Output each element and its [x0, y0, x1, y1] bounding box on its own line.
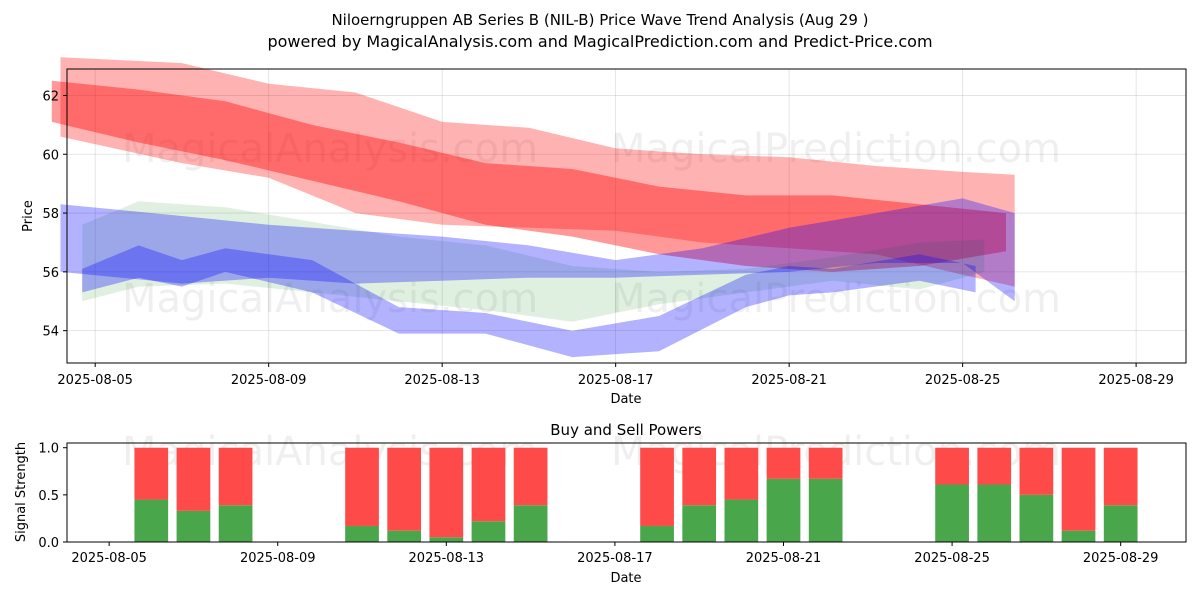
sell-bar	[218, 447, 253, 506]
bottom-chart-title: Buy and Sell Powers	[550, 421, 702, 439]
chart-subtitle: powered by MagicalAnalysis.com and Magic…	[267, 32, 932, 51]
top-watermarks: MagicalAnalysis.com MagicalPrediction.co…	[122, 126, 1061, 322]
buy-bar	[724, 499, 759, 542]
top-x-tick-label: 2025-08-21	[751, 373, 827, 388]
sell-bar	[471, 447, 506, 522]
sell-bar	[766, 447, 801, 479]
bottom-x-tick-label: 2025-08-09	[240, 551, 316, 566]
sell-bar	[176, 447, 211, 511]
bottom-y-tick-label: 1.0	[38, 442, 59, 457]
sell-bar	[429, 447, 464, 538]
top-y-axis-label: Price	[21, 200, 36, 232]
bottom-x-axis-label: Date	[610, 571, 641, 586]
chart-title: Niloerngruppen AB Series B (NIL-B) Price…	[331, 11, 868, 29]
wave-band-1	[51, 80, 1007, 272]
top-x-ticks: 2025-08-05 2025-08-09 2025-08-13 2025-08-17…	[57, 363, 1174, 388]
sell-bar	[1103, 447, 1138, 506]
top-x-tick-label: 2025-08-25	[925, 373, 1001, 388]
bottom-x-tick-label: 2025-08-29	[1083, 551, 1159, 566]
bottom-bars	[134, 447, 1138, 542]
buy-bar	[808, 478, 843, 542]
bottom-y-tick-label: 0.0	[38, 536, 59, 551]
sell-bar	[345, 447, 379, 526]
sell-bar	[134, 447, 169, 500]
top-watermark-4: MagicalPrediction.com	[611, 276, 1061, 322]
buy-bar	[513, 505, 548, 542]
buy-bar	[134, 499, 169, 542]
wave-band-0	[60, 57, 1015, 287]
top-y-tick-label: 54	[42, 325, 59, 340]
sell-bar	[808, 447, 843, 479]
top-plot-background	[67, 69, 1186, 363]
wave-band-4	[82, 245, 976, 358]
buy-bar	[1019, 494, 1054, 542]
top-watermark-3: MagicalAnalysis.com	[122, 276, 538, 322]
bottom-x-tick-label: 2025-08-05	[71, 551, 147, 566]
top-y-tick-label: 60	[42, 148, 59, 163]
buy-bar	[682, 505, 717, 542]
top-watermark-1: MagicalAnalysis.com	[122, 126, 538, 172]
top-y-tick-label: 62	[42, 89, 59, 104]
buy-bar	[218, 505, 253, 542]
top-grid	[67, 69, 1186, 363]
buy-bar	[1061, 530, 1096, 542]
bottom-y-axis-label: Signal Strength	[14, 442, 29, 542]
top-x-tick-label: 2025-08-29	[1098, 373, 1174, 388]
bottom-x-tick-label: 2025-08-13	[409, 551, 485, 566]
top-x-tick-label: 2025-08-17	[578, 373, 654, 388]
top-y-tick-label: 56	[42, 266, 59, 281]
bottom-y-ticks: 0.0 0.5 1.0	[38, 442, 67, 551]
top-x-axis-label: Date	[610, 392, 641, 407]
sell-bar	[724, 447, 759, 500]
bottom-plot-frame	[66, 442, 1187, 543]
top-x-tick-label: 2025-08-05	[57, 373, 133, 388]
bottom-x-tick-label: 2025-08-17	[577, 551, 653, 566]
buy-bar	[176, 510, 211, 542]
bottom-x-tick-label: 2025-08-21	[746, 551, 822, 566]
sell-bar	[935, 447, 969, 485]
sell-bar	[1061, 447, 1096, 531]
buy-bar	[387, 530, 422, 542]
buy-bar	[935, 484, 969, 542]
buy-bar	[977, 484, 1012, 542]
bottom-x-ticks: 2025-08-05 2025-08-09 2025-08-13 2025-08-17…	[71, 542, 1158, 566]
top-plot-frame	[66, 68, 1187, 364]
buy-bar	[345, 525, 379, 542]
buy-bar	[640, 525, 674, 542]
buy-bar	[471, 521, 506, 542]
top-x-tick-label: 2025-08-09	[231, 373, 307, 388]
buy-bar	[1103, 505, 1138, 542]
buy-bar	[429, 537, 464, 542]
top-x-tick-label: 2025-08-13	[404, 373, 480, 388]
sell-bar	[513, 447, 548, 506]
top-watermark-2: MagicalPrediction.com	[611, 126, 1061, 172]
sell-bar	[387, 447, 422, 531]
top-series	[51, 57, 1015, 358]
sell-bar	[640, 447, 674, 526]
top-y-ticks: 54 56 58 60 62	[42, 89, 67, 340]
buy-bar	[766, 478, 801, 542]
bottom-x-tick-label: 2025-08-25	[914, 551, 990, 566]
sell-bar	[1019, 447, 1054, 495]
sell-bar	[682, 447, 717, 506]
bottom-y-tick-label: 0.5	[38, 489, 59, 504]
sell-bar	[977, 447, 1012, 485]
wave-band-2	[82, 201, 985, 322]
top-y-tick-label: 58	[42, 207, 59, 222]
wave-band-3	[60, 198, 1015, 302]
